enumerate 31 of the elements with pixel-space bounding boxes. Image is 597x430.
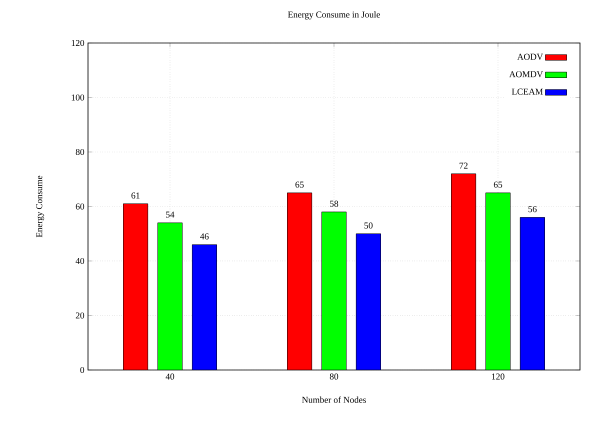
y-axis-title: Energy Consume: [36, 176, 44, 238]
bar: [123, 204, 148, 370]
bar: [485, 192, 511, 370]
bar: [451, 174, 476, 370]
data-label: 56: [528, 206, 537, 212]
y-tick-label: 40: [76, 258, 84, 264]
data-label: 54: [166, 212, 174, 218]
legend-label: AOMDV: [509, 71, 544, 78]
y-tick-label: 100: [72, 94, 84, 101]
x-tick-label: 120: [492, 374, 504, 380]
x-tick-label: 40: [166, 374, 174, 380]
data-label: 58: [330, 200, 338, 207]
y-tick-label: 60: [76, 203, 84, 210]
data-label: 61: [131, 192, 140, 199]
bar: [287, 192, 312, 370]
data-label: 65: [494, 182, 502, 188]
data-label: 65: [295, 182, 304, 188]
x-tick-label: 80: [330, 374, 338, 380]
legend-label: AODV: [517, 54, 544, 60]
x-axis-title: Number of Nodes: [302, 396, 366, 403]
data-label: 46: [200, 233, 209, 240]
data-label: 50: [364, 222, 373, 229]
y-tick-label: 0: [80, 366, 84, 374]
y-tick-label: 20: [76, 312, 84, 319]
bar: [157, 222, 183, 370]
data-label: 72: [460, 162, 468, 169]
legend-label: LCEAM: [512, 88, 543, 95]
bar: [321, 212, 347, 370]
y-tick-label: 120: [72, 40, 84, 46]
y-tick-label: 80: [76, 148, 84, 156]
chart-title: Energy Consume in Joule: [288, 11, 380, 20]
